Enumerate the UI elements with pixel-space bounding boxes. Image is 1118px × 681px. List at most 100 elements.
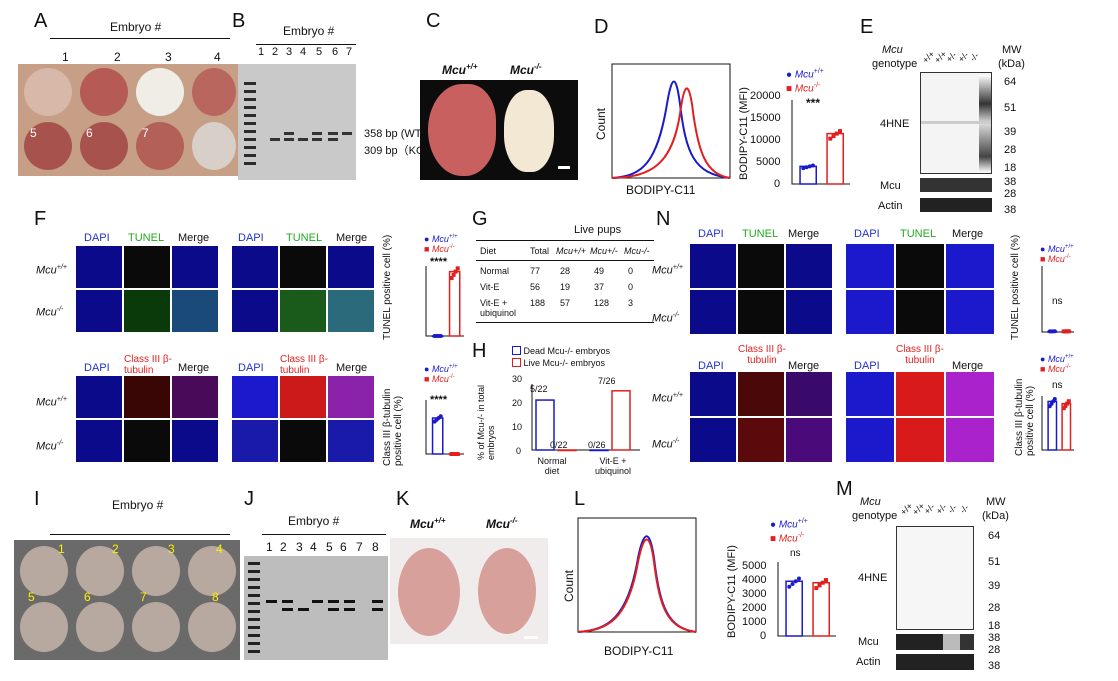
data-point <box>451 452 456 456</box>
micrograph-tunel-zoom <box>280 246 326 288</box>
chart-axis <box>425 266 464 337</box>
micrograph-dapi <box>76 376 122 418</box>
data-point <box>1065 401 1070 406</box>
legend-live-h: Live Mcu-/- embryos <box>512 358 605 368</box>
data-point <box>1063 403 1068 408</box>
row-label-ko: Mcu-/- <box>652 438 680 451</box>
data-point <box>1052 396 1057 401</box>
actin-row-label-m: Actin <box>856 656 881 668</box>
table-cell: 77 <box>530 266 541 276</box>
bar-live <box>611 390 631 451</box>
table-cell: 56 <box>530 282 541 292</box>
table-cell: 128 <box>594 298 610 308</box>
micrograph-merge <box>172 376 218 418</box>
micrograph-merge <box>786 418 832 462</box>
data-point <box>1066 399 1071 404</box>
data-point <box>831 134 836 139</box>
mw-tick: 51 <box>988 556 1001 568</box>
y-tick: 5000 <box>742 560 767 572</box>
blot-actin-m <box>896 654 974 670</box>
chart-axis <box>425 400 464 455</box>
mw-tick: 38 <box>1004 176 1017 188</box>
embryo-number: 3 <box>168 542 175 556</box>
header-merge: Merge <box>952 228 984 240</box>
micrograph-dapi-zoom <box>846 418 894 462</box>
mw-tick: 38 <box>1004 204 1017 216</box>
data-point <box>451 272 456 277</box>
header-dapi: DAPI <box>84 232 110 244</box>
table-cell: Vit-E + ubiquinol <box>480 298 517 318</box>
gel-image-b <box>238 64 356 180</box>
micrograph-tunel <box>738 290 784 334</box>
axis-label-x-d: BODIPY-C11 <box>626 183 696 197</box>
legend-wt-n2: ● Mcu+/+ <box>1040 354 1074 364</box>
data-point <box>814 586 819 591</box>
header-merge: Merge <box>788 360 820 372</box>
panel-label-n: N <box>656 208 671 230</box>
table-rule <box>476 260 654 261</box>
embryo-number: 7 <box>142 126 149 140</box>
micrograph-tubulin <box>124 376 170 418</box>
bar-chart-l <box>777 562 836 637</box>
ns-marker-l: ns <box>790 548 801 559</box>
micrograph-merge-zoom <box>328 290 374 332</box>
header-dapi: DAPI <box>854 360 880 372</box>
micrograph-dapi <box>76 246 122 288</box>
micrograph-merge-zoom <box>946 244 994 288</box>
micrograph-tubulin <box>738 418 784 462</box>
y-tick: 30 <box>512 374 523 384</box>
y-tick: 10 <box>512 422 523 432</box>
panel-label-b: B <box>232 10 246 32</box>
table-cell: 0 <box>628 266 634 276</box>
mw-label-e: MW <box>1002 44 1022 56</box>
blot-mcu-e <box>920 178 992 192</box>
legend-wt-l: ● Mcu+/+ <box>770 518 808 531</box>
lane-number: 3 <box>296 540 303 554</box>
row-label-wt: Mcu+/+ <box>36 264 67 277</box>
micrograph-dapi <box>76 420 122 462</box>
bar-ylabel-d: BODIPY-C11 (MFI) <box>738 87 750 180</box>
y-tick: 5000 <box>756 156 781 168</box>
genotype-label-ko: Mcu-/- <box>510 62 542 77</box>
table-header: Mcu+/+ <box>556 246 587 256</box>
data-point <box>801 166 806 171</box>
data-point <box>453 269 458 274</box>
micrograph-dapi-zoom <box>232 420 278 462</box>
bar-mcu- <box>448 270 461 337</box>
panel-label-e: E <box>860 16 874 38</box>
bar-chart-h <box>531 384 640 452</box>
table-cell: 28 <box>560 266 571 276</box>
data-point <box>820 580 825 585</box>
embryo-number: 2 <box>112 542 119 556</box>
lane-number: 6 <box>340 540 347 554</box>
lane-number: 2 <box>280 540 287 554</box>
bar-chart-f-tunel <box>425 266 464 338</box>
lane-number: 7 <box>346 46 353 58</box>
mcu-label-e: Mcu <box>882 44 903 56</box>
header-dapi: DAPI <box>238 362 264 374</box>
genotype-label-e: genotype <box>872 58 918 70</box>
mw-tick: 38 <box>988 632 1001 644</box>
header-merge: Merge <box>178 362 210 374</box>
lane-number: 2 <box>272 46 279 58</box>
genotype-label-wt: Mcu+/+ <box>442 62 478 77</box>
tunel-ylabel-f: TUNEL positive cell (%) <box>382 234 393 340</box>
chart-axis <box>531 384 640 451</box>
embryo-rule-j <box>262 534 386 535</box>
micrograph-merge <box>786 290 832 334</box>
table-cell: 3 <box>628 298 634 308</box>
data-point <box>834 131 839 136</box>
micrograph-tubulin-zoom <box>896 372 944 416</box>
micrograph-tubulin-zoom <box>280 376 326 418</box>
header-tunel: TUNEL <box>128 232 165 244</box>
embryo-number: 4 <box>214 50 221 64</box>
bar-chart-n-tubulin <box>1041 396 1074 451</box>
header-dapi: DAPI <box>698 360 724 372</box>
bar-mcu- <box>1047 400 1058 451</box>
y-tick: 4000 <box>742 574 767 586</box>
blot-actin-e <box>920 198 992 212</box>
y-tick: 1000 <box>742 616 767 628</box>
micrograph-dapi <box>690 244 736 288</box>
row-label-ko: Mcu-/- <box>36 440 64 453</box>
y-tick: 0 <box>774 178 781 190</box>
